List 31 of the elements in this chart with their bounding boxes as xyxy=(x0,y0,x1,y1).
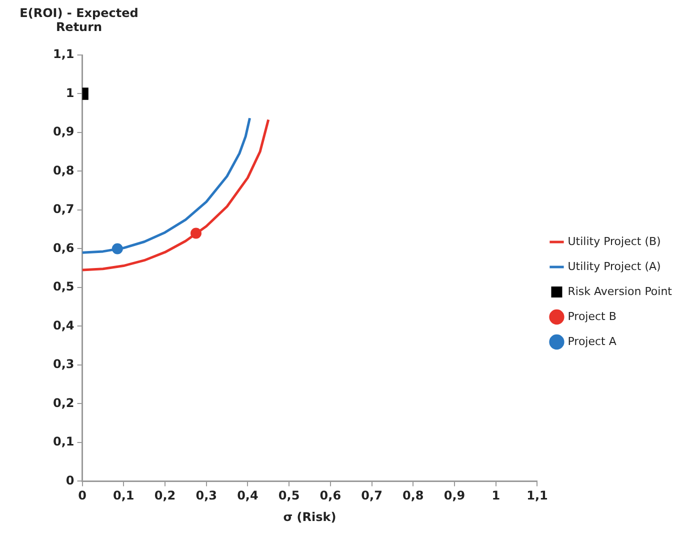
x-tick-label: 0,8 xyxy=(402,488,424,503)
y-tick-label: 0,9 xyxy=(52,124,74,139)
x-tick-label: 0 xyxy=(78,488,86,503)
legend-label: Project B xyxy=(568,310,616,323)
y-tick-label: 0 xyxy=(66,473,74,488)
x-tick-label: 0,4 xyxy=(237,488,258,503)
x-tick-label: 0,7 xyxy=(361,488,382,503)
legend-label: Project A xyxy=(568,334,617,348)
y-tick-label: 0,1 xyxy=(52,434,74,449)
x-axis-title: σ (Risk) xyxy=(283,510,336,524)
y-tick-label: 0,6 xyxy=(52,240,74,255)
y-axis-title: E(ROI) - Expected Return xyxy=(18,6,140,34)
x-tick-label: 0,5 xyxy=(278,488,300,503)
x-tick-label: 1 xyxy=(492,488,500,503)
x-tick-label: 0,9 xyxy=(444,488,466,503)
y-tick-label: 0,8 xyxy=(52,163,74,178)
x-tick-label: 0,1 xyxy=(112,488,134,503)
x-tick-label: 0,6 xyxy=(320,488,342,503)
y-tick-label: 0,4 xyxy=(52,318,74,332)
y-tick-label: 0,7 xyxy=(52,202,74,216)
y-tick-label: 1 xyxy=(66,86,74,100)
y-tick-label: 1,1 xyxy=(52,47,74,62)
x-tick-label: 1,1 xyxy=(526,488,548,503)
x-tick-label: 0,2 xyxy=(154,488,176,503)
legend-label: Utility Project (B) xyxy=(568,234,661,248)
y-tick-label: 0,3 xyxy=(52,357,74,372)
y-tick-label: 0,2 xyxy=(52,396,74,410)
y-tick-label: 0,5 xyxy=(52,280,74,294)
x-tick-label: 0,3 xyxy=(196,488,217,503)
legend-label: Utility Project (A) xyxy=(568,260,661,273)
legend-label: Risk Aversion Point xyxy=(568,284,673,298)
